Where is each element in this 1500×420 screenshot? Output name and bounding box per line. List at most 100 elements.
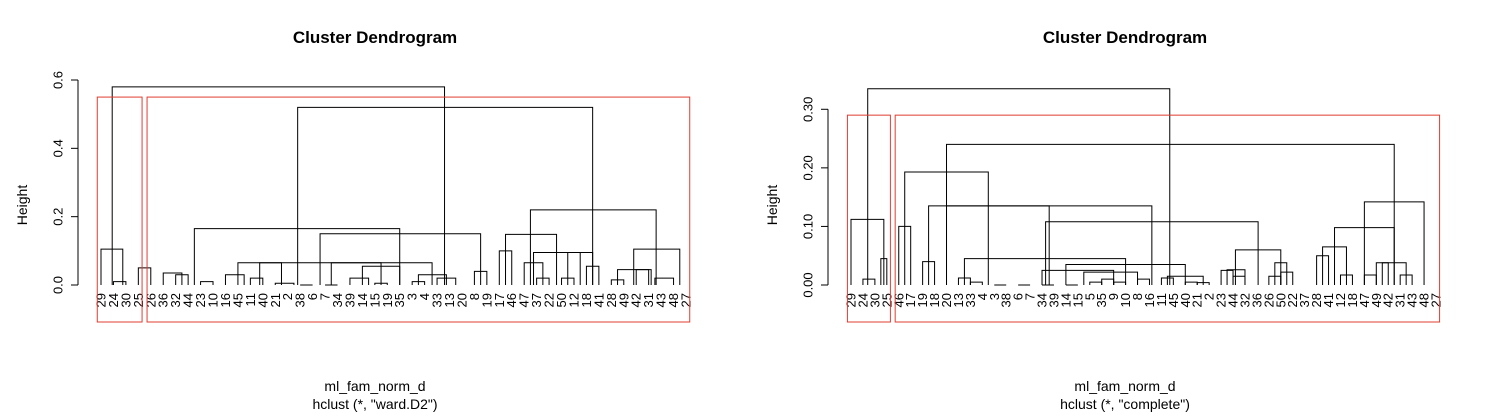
leaf-label: 13 (442, 293, 457, 307)
leaf-label: 37 (529, 293, 544, 307)
leaf-label: 37 (1297, 293, 1312, 307)
leaf-label: 33 (963, 293, 978, 307)
leaf-label: 4 (975, 293, 990, 300)
leaf-label: 27 (679, 293, 694, 307)
y-tick-label: 0.00 (801, 272, 816, 297)
dendrogram-branch (112, 281, 127, 285)
leaf-label: 22 (542, 293, 557, 307)
leaf-label: 36 (1249, 293, 1264, 307)
dendrogram-branch (946, 143, 1395, 285)
dendrogram-branch (1083, 271, 1139, 285)
dendrogram-branch (249, 277, 264, 285)
leaf-label: 50 (554, 293, 569, 307)
leaf-label: 46 (504, 293, 519, 307)
leaf-label: 6 (305, 293, 320, 300)
leaf-label: 47 (1357, 293, 1372, 307)
chart-title: Cluster Dendrogram (1042, 28, 1208, 47)
dendrogram-branch (175, 274, 189, 285)
leaf-label: 9 (1106, 293, 1121, 300)
leaf-label: 34 (330, 293, 345, 307)
leaf-label: 15 (1070, 293, 1085, 307)
leaf-label: 49 (1369, 293, 1384, 307)
leaf-label: 10 (206, 293, 221, 307)
y-tick-label: 0.2 (51, 208, 66, 226)
cluster-cut-box (146, 96, 691, 323)
dendrogram-branch (633, 248, 681, 285)
leaf-label: 40 (1178, 293, 1193, 307)
dendrogram-branch (1232, 275, 1246, 285)
dendrogram-branch (536, 277, 550, 285)
leaf-label: 43 (1405, 293, 1420, 307)
leaf-label: 8 (467, 293, 482, 300)
dendrogram-branch (529, 209, 657, 285)
dendrogram-branch (928, 205, 1050, 285)
dendrogram-branch (224, 274, 245, 285)
leaf-label: 33 (430, 293, 445, 307)
dendrogram-branch (297, 106, 594, 285)
dendrogram-branch (969, 281, 983, 285)
leaf-label: 3 (987, 293, 1002, 300)
leaf-label: 47 (517, 293, 532, 307)
dendrogram-branch (1089, 281, 1103, 285)
cluster-cut-box (894, 114, 1441, 323)
leaf-label: 21 (1190, 293, 1205, 307)
leaf-label: 31 (641, 293, 656, 307)
leaf-label: 43 (654, 293, 669, 307)
dendrogram-branch (111, 86, 446, 285)
leaf-label: 38 (999, 293, 1014, 307)
dendrogram-panel-complete: 0.00 0.10 0.20 0.30 29 24 30 25 46 17 19 18 20 13 33 4 3… (750, 0, 1500, 420)
leaf-label: 7 (318, 293, 333, 300)
leaf-label: 45 (230, 293, 245, 307)
cluster-cut-box (96, 96, 143, 323)
dendrogram-branch (162, 272, 183, 285)
leaf-label: 28 (604, 293, 619, 307)
leaf-label: 10 (1118, 293, 1133, 307)
leaf-label: 49 (616, 293, 631, 307)
leaf-label: 22 (1285, 293, 1300, 307)
leaf-label: 3 (405, 293, 420, 300)
leaf-label: 24 (106, 293, 121, 307)
leaf-label: 12 (1333, 293, 1348, 307)
leaf-label: 17 (903, 293, 918, 307)
chart-title: Cluster Dendrogram (292, 28, 458, 47)
dendrogram-branch (963, 258, 1127, 285)
y-tick-label: 0.10 (801, 214, 816, 239)
leaf-label: 7 (1023, 293, 1038, 300)
leaf-label: 48 (666, 293, 681, 307)
leaf-label: 41 (1321, 293, 1336, 307)
leaf-label: 32 (168, 293, 183, 307)
leaf-label: 6 (1011, 293, 1026, 300)
y-tick-label: 0.0 (51, 276, 66, 294)
dendrogram-branch (1184, 281, 1198, 285)
leaf-label: 19 (380, 293, 395, 307)
dendrogram-branch (349, 277, 370, 285)
dendrogram-branch (274, 282, 295, 285)
dendrogram-branch (505, 233, 558, 285)
leaf-label: 41 (591, 293, 606, 307)
leaf-label: 18 (927, 293, 942, 307)
leaf-label: 42 (629, 293, 644, 307)
leaf-label: 30 (867, 293, 882, 307)
x-axis-label: ml_fam_norm_d (1074, 378, 1176, 394)
leaf-label: 2 (280, 293, 295, 300)
leaf-label: 42 (1381, 293, 1396, 307)
leaf-label: 11 (1154, 293, 1169, 307)
leaf-label: 20 (454, 293, 469, 307)
leaf-label: 44 (181, 293, 196, 307)
dendrogram-branch (635, 269, 650, 285)
dendrogram-branch (862, 278, 876, 285)
leaf-label: 23 (1214, 293, 1229, 307)
dendrogram-branch (1113, 281, 1127, 285)
leaf-label: 40 (255, 293, 270, 307)
dendrogram-branch (137, 267, 152, 285)
leaf-label: 30 (118, 293, 133, 307)
leaf-label: 38 (293, 293, 308, 307)
x-axis-label: ml_fam_norm_d (324, 378, 426, 394)
dendrogram-plot-complete: 0.000.100.200.30292430254617191820133343… (801, 88, 1444, 323)
leaf-label: 15 (367, 293, 382, 307)
y-axis-label: Height (14, 184, 30, 226)
dendrogram-branch (319, 233, 482, 285)
leaf-label: 28 (1309, 293, 1324, 307)
leaf-label: 4 (417, 293, 432, 300)
dendrogram-branch (1226, 269, 1246, 285)
